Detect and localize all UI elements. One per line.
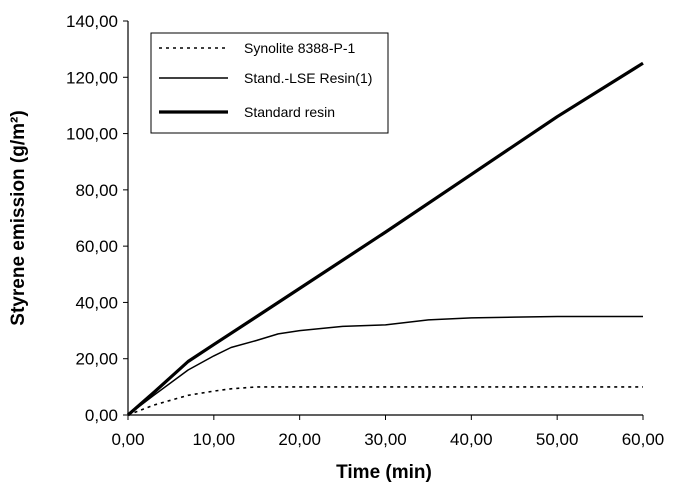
axes-frame <box>127 21 643 416</box>
y-tick-label: 20,00 <box>75 350 118 369</box>
x-tick-label: 30,00 <box>364 430 407 449</box>
y-tick-label: 40,00 <box>75 293 118 312</box>
y-tick-label: 80,00 <box>75 181 118 200</box>
y-tick-label: 120,00 <box>66 68 118 87</box>
y-tick-label: 0,00 <box>85 406 118 425</box>
y-tick-label: 100,00 <box>66 125 118 144</box>
x-axis-ticks: 0,00 10,00 20,00 30,00 40,00 50,00 60,00 <box>111 415 664 449</box>
y-tick-label: 60,00 <box>75 237 118 256</box>
legend-box <box>150 32 389 134</box>
legend-label-1: Synolite 8388-P-1 <box>244 40 356 56</box>
series-line-3 <box>126 61 644 417</box>
legend-label-3: Standard resin <box>244 104 335 120</box>
legend: Synolite 8388-P-1 Stand.-LSE Resin(1) Stan… <box>150 32 389 134</box>
x-tick-label: 50,00 <box>536 430 579 449</box>
x-tick-label: 40,00 <box>450 430 493 449</box>
x-axis-title: Time (min) <box>336 462 432 483</box>
y-tick-label: 140,00 <box>66 12 118 31</box>
x-tick-label: 20,00 <box>278 430 321 449</box>
x-tick-label: 10,00 <box>193 430 236 449</box>
series-line-2 <box>127 315 643 416</box>
y-axis-ticks: 0,00 20,00 40,00 60,00 80,00 100,00 120,00 140,… <box>66 12 128 425</box>
series-line-1 <box>127 386 643 416</box>
y-axis-title: Styrene emission (g/m²) <box>8 110 29 325</box>
legend-label-2: Stand.-LSE Resin(1) <box>244 70 372 86</box>
x-tick-label: 0,00 <box>111 430 144 449</box>
series-lines <box>126 61 644 417</box>
x-tick-label: 60,00 <box>622 430 665 449</box>
